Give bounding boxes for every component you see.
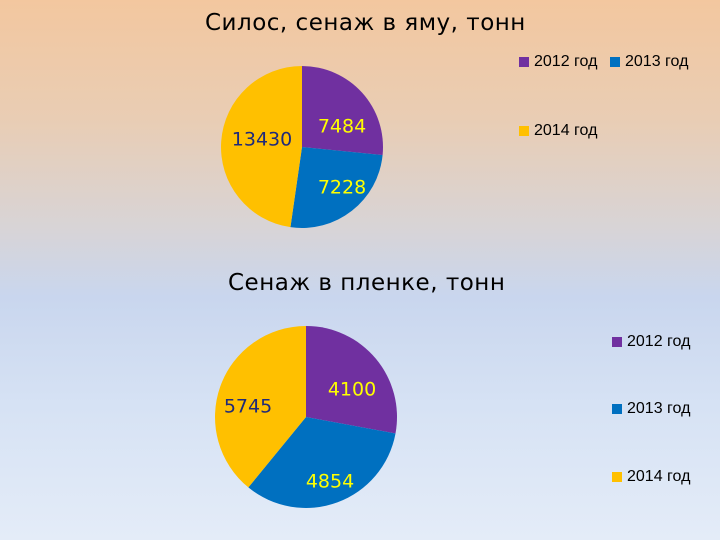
legend-item-2013: 2013 год xyxy=(612,400,690,418)
pie1-data-label-2013: 7228 xyxy=(318,177,366,199)
legend-swatch-2012 xyxy=(519,57,529,67)
legend-item-2012: 2012 год xyxy=(519,53,597,71)
legend-item-2014: 2014 год xyxy=(519,122,597,140)
legend-label-2014: 2014 год xyxy=(627,468,691,485)
pie2-slice-2013 xyxy=(248,417,396,509)
legend-swatch-2013 xyxy=(610,57,620,67)
legend-label-2013: 2013 год xyxy=(627,400,691,417)
pie1-slice-2013 xyxy=(290,147,383,228)
pie1-data-label-2012: 7484 xyxy=(318,116,366,138)
pie1-slice-2012 xyxy=(302,66,383,156)
legend-label-2012: 2012 год xyxy=(627,333,691,350)
chart-title-silage: Силос, сенаж в яму, тонн xyxy=(205,10,526,36)
pie2-data-label-2012: 4100 xyxy=(328,379,376,401)
legend-swatch-2012 xyxy=(612,337,622,347)
pie2-slice-2014 xyxy=(215,326,306,488)
legend-label-2013: 2013 год xyxy=(625,53,689,70)
pie1-data-label-2014: 13430 xyxy=(232,129,292,151)
chart-title-film-haylage: Сенаж в пленке, тонн xyxy=(228,270,506,296)
legend-item-2012: 2012 год xyxy=(612,333,690,351)
legend-swatch-2013 xyxy=(612,404,622,414)
legend-swatch-2014 xyxy=(612,472,622,482)
pie2-slice-2012 xyxy=(306,326,397,434)
legend-item-2013: 2013 год xyxy=(610,53,688,71)
pie1-slice-2014 xyxy=(220,66,302,228)
legend-label-2014: 2014 год xyxy=(534,122,598,139)
pie2-data-label-2014: 5745 xyxy=(224,396,272,418)
pie2-data-label-2013: 4854 xyxy=(306,471,354,493)
legend-swatch-2014 xyxy=(519,126,529,136)
legend-label-2012: 2012 год xyxy=(534,53,598,70)
legend-item-2014: 2014 год xyxy=(612,468,690,486)
